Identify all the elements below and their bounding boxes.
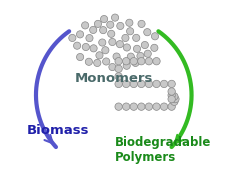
Circle shape [109,38,116,46]
Circle shape [102,47,109,54]
Circle shape [130,80,137,88]
Circle shape [168,80,175,88]
Circle shape [96,52,103,59]
Circle shape [122,34,129,42]
Circle shape [144,50,151,57]
Circle shape [153,80,160,88]
Circle shape [160,80,168,88]
Circle shape [123,103,130,110]
Circle shape [138,80,145,88]
Circle shape [77,31,84,38]
Circle shape [107,21,114,28]
Circle shape [116,41,124,48]
Circle shape [144,29,151,36]
Circle shape [138,20,145,27]
Text: Biomass: Biomass [27,125,90,137]
Text: Biodegradable
Polymers: Biodegradable Polymers [115,136,211,164]
Circle shape [160,103,168,110]
Circle shape [126,19,133,26]
Circle shape [145,103,153,110]
Circle shape [117,22,124,29]
Circle shape [168,95,175,103]
Circle shape [108,30,115,37]
Circle shape [151,44,158,51]
Circle shape [123,80,130,88]
Circle shape [145,80,153,88]
Circle shape [137,52,144,60]
Circle shape [85,58,92,65]
Circle shape [123,44,131,51]
Circle shape [172,95,179,103]
Circle shape [77,53,84,61]
Circle shape [115,103,122,110]
Circle shape [133,45,141,52]
Circle shape [115,65,122,72]
Circle shape [90,45,97,52]
Circle shape [151,33,159,40]
Circle shape [153,57,160,65]
Circle shape [123,57,130,65]
Circle shape [130,57,137,65]
Circle shape [133,34,140,41]
Circle shape [73,42,81,49]
Circle shape [138,57,145,65]
Circle shape [168,103,175,110]
Circle shape [99,39,106,46]
Circle shape [138,103,145,110]
Circle shape [141,41,148,49]
Circle shape [127,53,134,60]
Circle shape [132,59,139,67]
Circle shape [82,43,89,51]
Circle shape [86,35,93,42]
Circle shape [145,57,153,65]
Circle shape [100,26,107,34]
Circle shape [168,88,175,95]
Circle shape [69,34,76,42]
Circle shape [111,14,119,21]
Circle shape [115,73,122,80]
Circle shape [115,80,122,88]
Circle shape [127,28,134,35]
Circle shape [123,62,130,69]
Circle shape [168,92,175,99]
Circle shape [109,64,116,71]
Circle shape [130,103,137,110]
Circle shape [113,53,120,60]
Text: Monomers: Monomers [75,72,153,85]
Circle shape [94,59,101,67]
Circle shape [94,20,102,28]
Circle shape [171,98,178,105]
Circle shape [102,58,110,65]
Circle shape [100,15,108,23]
Circle shape [115,57,122,65]
Circle shape [90,26,97,33]
Circle shape [153,103,160,110]
Circle shape [171,93,178,100]
Circle shape [81,22,89,29]
